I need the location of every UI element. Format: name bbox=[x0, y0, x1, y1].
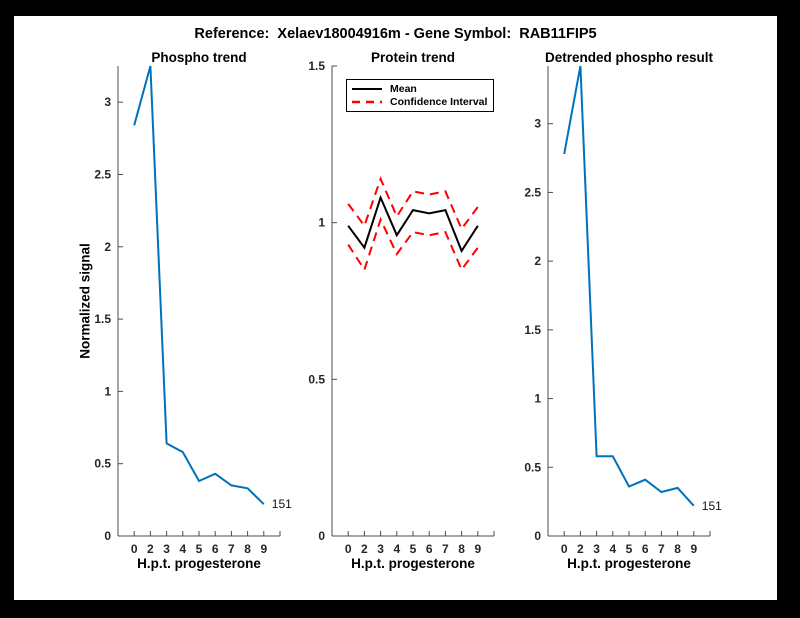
x-tick-label: 0 bbox=[561, 542, 568, 556]
y-tick-label: 2 bbox=[534, 254, 541, 268]
ci-line-sample-icon bbox=[352, 101, 382, 104]
legend-label-ci: Confidence Interval bbox=[390, 96, 488, 109]
x-tick-label: 2 bbox=[577, 542, 584, 556]
ci-lower-line bbox=[347, 216, 479, 273]
subplot2-x-axis-label: H.p.t. progesterone bbox=[351, 556, 475, 571]
x-tick-label: 8 bbox=[674, 542, 681, 556]
ci-upper-line bbox=[347, 176, 479, 231]
y-tick-label: 0 bbox=[318, 529, 325, 543]
x-tick-label: 7 bbox=[228, 542, 235, 556]
x-tick-label: 3 bbox=[593, 542, 600, 556]
x-tick-label: 5 bbox=[196, 542, 203, 556]
x-tick-label: 3 bbox=[377, 542, 384, 556]
x-tick-label: 4 bbox=[179, 542, 186, 556]
mean-line bbox=[347, 194, 479, 254]
y-tick-label: 2.5 bbox=[94, 167, 111, 181]
subplot3-x-axis-label: H.p.t. progesterone bbox=[567, 556, 691, 571]
y-tick-label: 3 bbox=[534, 117, 541, 131]
phospho-trend-line bbox=[133, 65, 265, 505]
x-tick-label: 4 bbox=[609, 542, 616, 556]
detrended-phospho-line bbox=[563, 65, 695, 507]
subplot1-x-axis-label: H.p.t. progesterone bbox=[137, 556, 261, 571]
x-tick-label: 6 bbox=[426, 542, 433, 556]
x-tick-label: 5 bbox=[626, 542, 633, 556]
x-tick-label: 9 bbox=[474, 542, 481, 556]
legend-label-mean: Mean bbox=[390, 82, 417, 95]
x-tick-label: 8 bbox=[458, 542, 465, 556]
y-tick-label: 1 bbox=[318, 216, 325, 230]
x-tick-label: 2 bbox=[147, 542, 154, 556]
figure-title: Reference: Xelaev18004916m - Gene Symbol… bbox=[194, 26, 597, 42]
subplot2-title: Protein trend bbox=[370, 50, 456, 65]
y-tick-label: 0.5 bbox=[94, 457, 111, 471]
subplot1-title: Phospho trend bbox=[151, 50, 247, 65]
x-tick-label: 7 bbox=[658, 542, 665, 556]
y-tick-label: 1.5 bbox=[524, 323, 541, 337]
x-tick-label: 6 bbox=[642, 542, 649, 556]
y-tick-label: 0.5 bbox=[308, 372, 325, 386]
x-tick-label: 9 bbox=[690, 542, 697, 556]
x-tick-label: 0 bbox=[345, 542, 352, 556]
y-tick-label: 0 bbox=[104, 529, 111, 543]
data-annotation: 151 bbox=[272, 497, 292, 511]
subplot3-title: Detrended phospho result bbox=[544, 50, 714, 65]
x-tick-label: 6 bbox=[212, 542, 219, 556]
x-tick-label: 7 bbox=[442, 542, 449, 556]
x-tick-label: 2 bbox=[361, 542, 368, 556]
y-tick-label: 1.5 bbox=[308, 59, 325, 73]
y-tick-label: 1 bbox=[104, 384, 111, 398]
legend-row-ci: Confidence Interval bbox=[352, 96, 487, 108]
y-tick-label: 1.5 bbox=[94, 312, 111, 326]
data-annotation: 151 bbox=[702, 499, 722, 513]
legend-row-mean: Mean bbox=[352, 83, 487, 95]
x-tick-label: 3 bbox=[163, 542, 170, 556]
x-tick-label: 0 bbox=[131, 542, 138, 556]
subplot-2: 0 2 3 4 5 6 7 8 900.511.5 bbox=[308, 59, 495, 556]
y-tick-label: 2 bbox=[104, 240, 111, 254]
x-tick-label: 9 bbox=[260, 542, 267, 556]
x-tick-label: 5 bbox=[410, 542, 417, 556]
y-tick-label: 2.5 bbox=[524, 185, 541, 199]
y-tick-label: 0 bbox=[534, 529, 541, 543]
mean-line-sample-icon bbox=[352, 87, 382, 90]
y-tick-label: 1 bbox=[534, 392, 541, 406]
x-tick-label: 4 bbox=[393, 542, 400, 556]
legend-box: Mean Confidence Interval bbox=[346, 79, 495, 112]
x-tick-label: 8 bbox=[244, 542, 251, 556]
y-tick-label: 3 bbox=[104, 95, 111, 109]
y-tick-label: 0.5 bbox=[524, 460, 541, 474]
figure-frame: Reference: Xelaev18004916m - Gene Symbol… bbox=[14, 16, 777, 600]
